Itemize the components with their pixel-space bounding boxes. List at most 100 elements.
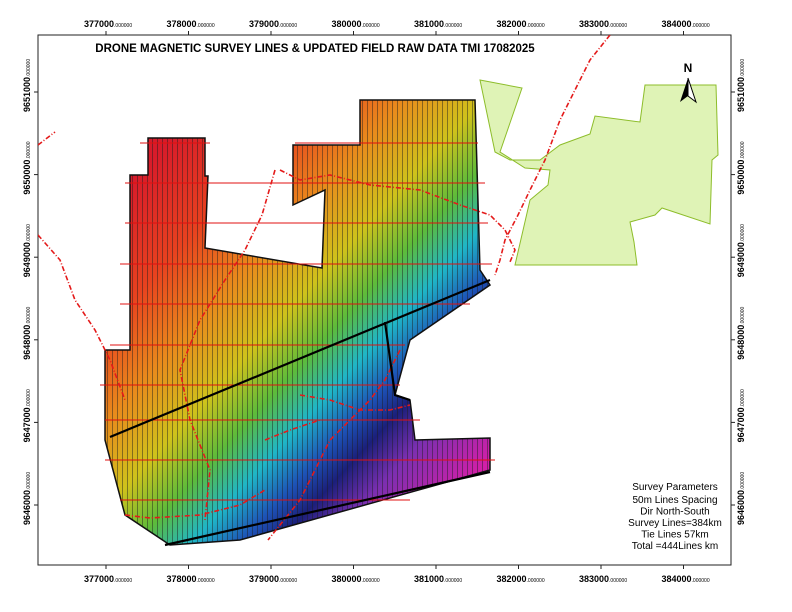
concession-area [479, 79, 719, 266]
parameter-line: Survey Lines=384km [628, 518, 722, 529]
y-tick-label: 9650000.000000 [22, 141, 32, 194]
tick-decimal: .000000 [114, 578, 132, 584]
x-tick-label: 384000.000000 [662, 574, 710, 584]
y-tick-label: 9650000.000000 [736, 141, 746, 194]
tick-decimal: .000000 [740, 389, 746, 407]
tick-decimal: .000000 [26, 224, 32, 242]
tick-decimal: .000000 [279, 578, 297, 584]
x-tick-label: 378000.000000 [167, 574, 215, 584]
parameter-line: Dir North-South [640, 507, 709, 518]
tick-decimal: .000000 [740, 472, 746, 490]
x-tick-label: 383000.000000 [579, 574, 627, 584]
tick-main: 381000 [414, 574, 444, 584]
y-tick-label: 9649000.000000 [22, 224, 32, 277]
y-tick-label: 9649000.000000 [736, 224, 746, 277]
survey-lines [104, 99, 492, 546]
tick-main: 383000 [579, 574, 609, 584]
x-tick-label: 382000.000000 [497, 574, 545, 584]
tick-decimal: .000000 [197, 23, 215, 29]
tick-decimal: .000000 [26, 389, 32, 407]
tick-decimal: .000000 [362, 578, 380, 584]
x-tick-label: 381000.000000 [414, 574, 462, 584]
tick-main: 384000 [662, 574, 692, 584]
tick-main: 379000 [249, 19, 279, 29]
tick-main: 378000 [167, 19, 197, 29]
tick-decimal: .000000 [26, 306, 32, 324]
tick-decimal: .000000 [197, 578, 215, 584]
y-tick-label: 9647000.000000 [736, 389, 746, 442]
x-tick-label: 378000.000000 [167, 19, 215, 29]
tick-decimal: .000000 [279, 23, 297, 29]
x-tick-label: 381000.000000 [414, 19, 462, 29]
tick-main: 9649000 [736, 242, 746, 277]
tick-main: 9647000 [736, 407, 746, 442]
tick-main: 9650000 [736, 160, 746, 195]
north-label: N [684, 61, 693, 75]
tick-decimal: .000000 [362, 23, 380, 29]
x-tick-label: 382000.000000 [497, 19, 545, 29]
x-tick-label: 380000.000000 [332, 574, 380, 584]
tick-main: 380000 [332, 574, 362, 584]
x-tick-label: 377000.000000 [84, 574, 132, 584]
tick-decimal: .000000 [609, 23, 627, 29]
parameter-line: 50m Lines Spacing [632, 495, 717, 506]
tick-main: 377000 [84, 19, 114, 29]
tick-decimal: .000000 [444, 23, 462, 29]
tick-decimal: .000000 [609, 578, 627, 584]
y-tick-label: 9646000.000000 [736, 472, 746, 525]
tick-main: 381000 [414, 19, 444, 29]
tick-main: 9651000 [736, 77, 746, 112]
tick-decimal: .000000 [692, 578, 710, 584]
x-tick-label: 380000.000000 [332, 19, 380, 29]
parameter-line: Total =444Lines km [632, 541, 718, 552]
tick-main: 9648000 [736, 325, 746, 360]
parameter-line: Tie Lines 57km [641, 530, 708, 541]
tie-lines [100, 142, 495, 501]
y-tick-label: 9648000.000000 [22, 306, 32, 359]
x-tick-label: 379000.000000 [249, 574, 297, 584]
map-title: DRONE MAGNETIC SURVEY LINES & UPDATED FI… [95, 43, 535, 55]
tick-main: 9650000 [22, 160, 32, 195]
tick-decimal: .000000 [692, 23, 710, 29]
tick-decimal: .000000 [26, 141, 32, 159]
y-tick-label: 9651000.000000 [736, 59, 746, 112]
tick-main: 9646000 [22, 490, 32, 525]
tick-main: 9647000 [22, 407, 32, 442]
tick-decimal: .000000 [740, 59, 746, 77]
tick-main: 9649000 [22, 242, 32, 277]
tick-main: 9646000 [736, 490, 746, 525]
block-boundaries [109, 278, 491, 547]
coordinate-ticks: 377000.000000377000.000000378000.0000003… [22, 19, 746, 584]
tick-main: 9651000 [22, 77, 32, 112]
tick-main: 378000 [167, 574, 197, 584]
tick-decimal: .000000 [114, 23, 132, 29]
map-content [38, 35, 719, 547]
tick-decimal: .000000 [26, 59, 32, 77]
x-tick-label: 384000.000000 [662, 19, 710, 29]
x-tick-label: 377000.000000 [84, 19, 132, 29]
x-tick-label: 379000.000000 [249, 19, 297, 29]
y-tick-label: 9647000.000000 [22, 389, 32, 442]
tick-decimal: .000000 [740, 141, 746, 159]
tick-decimal: .000000 [740, 306, 746, 324]
tick-main: 379000 [249, 574, 279, 584]
tick-main: 380000 [332, 19, 362, 29]
tick-main: 9648000 [22, 325, 32, 360]
y-tick-label: 9646000.000000 [22, 472, 32, 525]
tick-main: 382000 [497, 574, 527, 584]
y-tick-label: 9648000.000000 [736, 306, 746, 359]
x-tick-label: 383000.000000 [579, 19, 627, 29]
tick-main: 383000 [579, 19, 609, 29]
tick-main: 377000 [84, 574, 114, 584]
parameters-title: Survey Parameters [632, 482, 718, 493]
north-arrow: N [680, 61, 697, 104]
y-tick-label: 9651000.000000 [22, 59, 32, 112]
tick-main: 382000 [497, 19, 527, 29]
tick-decimal: .000000 [740, 224, 746, 242]
tick-main: 384000 [662, 19, 692, 29]
tick-decimal: .000000 [444, 578, 462, 584]
tick-decimal: .000000 [527, 578, 545, 584]
tick-decimal: .000000 [26, 472, 32, 490]
